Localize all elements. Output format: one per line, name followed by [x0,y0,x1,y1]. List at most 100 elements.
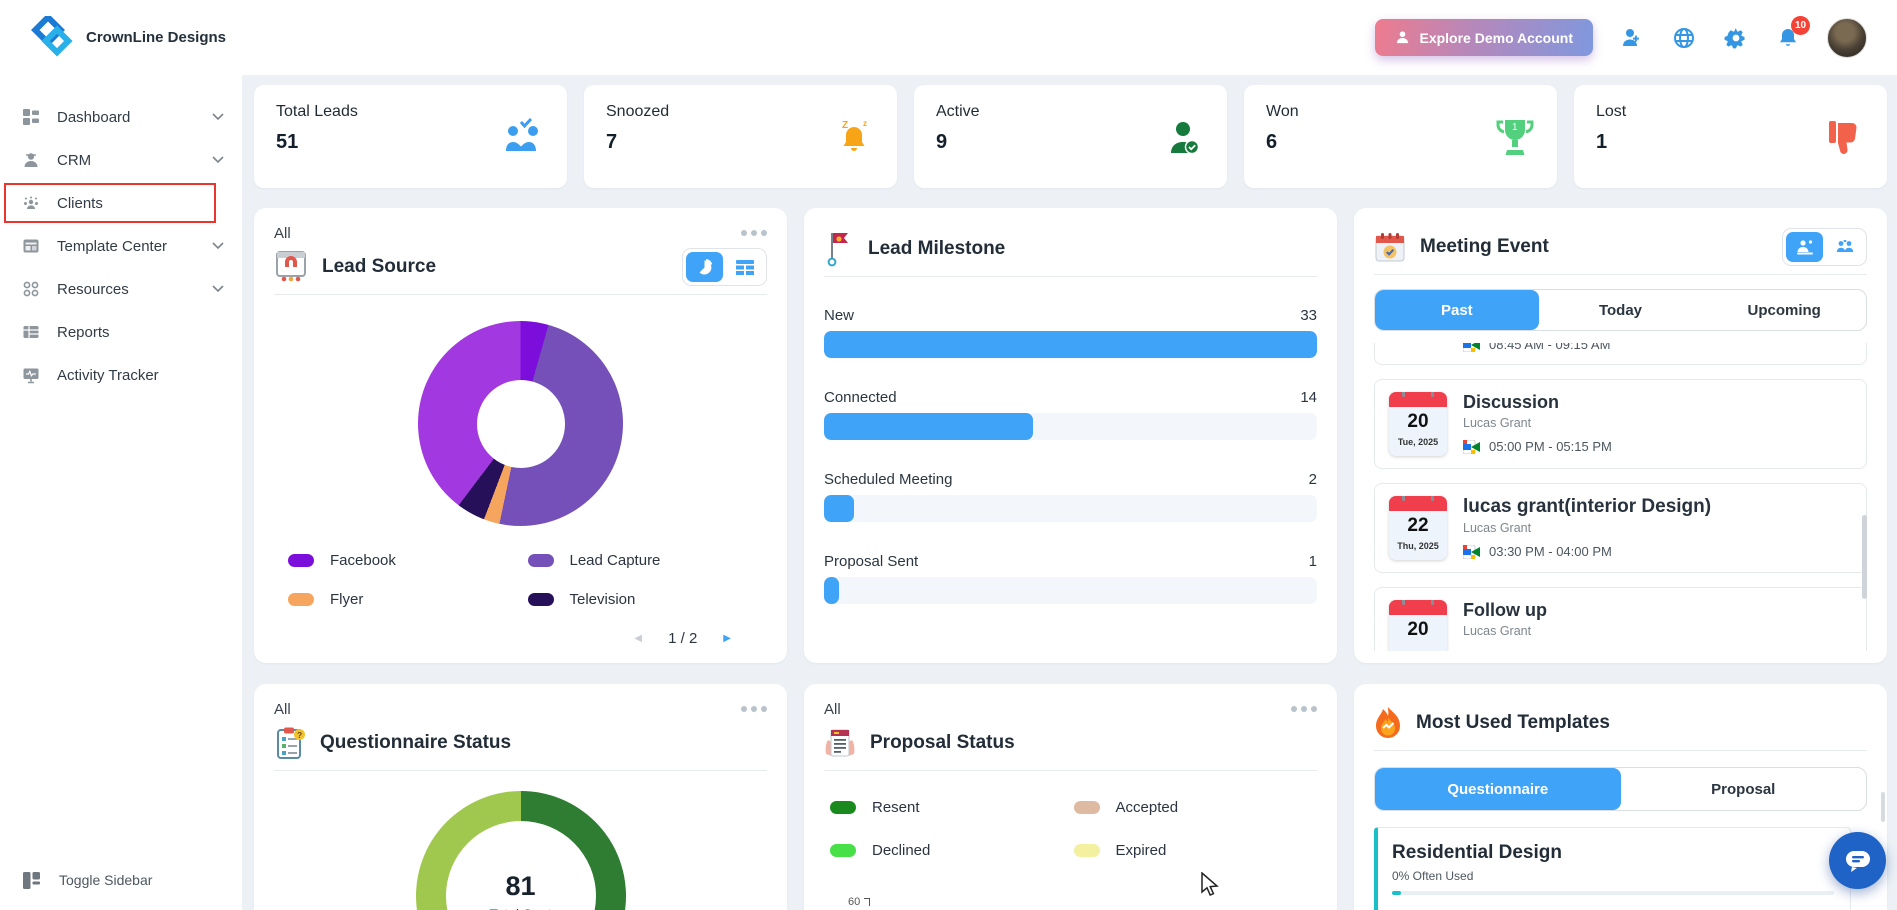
sidebar-item-activity-tracker[interactable]: Activity Tracker [0,355,242,395]
sidebar: Dashboard CRM Clients Template Center Re… [0,75,242,910]
sidebar-item-crm[interactable]: CRM [0,140,242,180]
sidebar-item-dashboard[interactable]: Dashboard [0,97,242,137]
proposal-chart-axis: 60 [848,896,871,908]
google-meet-icon [1463,439,1480,454]
chevron-down-icon [212,285,224,293]
crm-icon [22,151,40,169]
svg-text:1: 1 [1512,122,1518,133]
sidebar-item-resources[interactable]: Resources [0,269,242,309]
stat-card-total-leads: Total Leads 51 [254,85,567,188]
table-view-button[interactable] [726,252,763,282]
sidebar-item-template-center[interactable]: Template Center [0,226,242,266]
legend-item[interactable]: Accepted [1073,799,1318,816]
legend-item[interactable]: Declined [830,842,1074,859]
dashboard-icon [22,108,40,126]
meeting-list-scrollbar[interactable] [1862,515,1867,599]
lost-thumbs-down-icon [1825,117,1865,157]
legend-item[interactable]: Television [527,591,768,608]
explore-demo-account-button[interactable]: Explore Demo Account [1375,19,1593,56]
sidebar-item-reports[interactable]: Reports [0,312,242,352]
meeting-people-view-button[interactable] [1826,232,1863,262]
milestone-bar[interactable] [824,331,1317,358]
questionnaire-menu-icon[interactable] [741,706,767,712]
questionnaire-filter[interactable]: All [274,700,291,718]
settings-gear-icon[interactable] [1723,25,1749,51]
sidebar-item-clients[interactable]: Clients [4,183,216,223]
tab-today[interactable]: Today [1598,301,1643,319]
milestone-value: 1 [1308,553,1317,570]
meeting-list-view-button[interactable] [1786,232,1823,262]
brand[interactable]: CrownLine Designs [0,15,227,60]
meeting-card[interactable]: 08:45 AM - 09:15 AM [1374,343,1867,365]
milestone-label: Proposal Sent [824,553,919,570]
milestone-value: 2 [1308,471,1317,488]
svg-text:Z: Z [842,120,848,131]
profile-avatar[interactable] [1827,17,1867,58]
proposal-status-icon [824,726,856,760]
middle-panels: All Lead Source [254,208,1887,663]
legend-swatch [527,593,554,606]
lead-source-filter[interactable]: All [274,224,291,242]
milestone-label: New [824,307,855,324]
tab-questionnaire[interactable]: Questionnaire [1375,768,1621,810]
chevron-down-icon [212,113,224,121]
proposal-menu-icon[interactable] [1291,706,1317,712]
tab-past[interactable]: Past [1375,290,1539,330]
pie-view-button[interactable] [686,252,723,282]
notification-count-badge: 10 [1791,15,1810,35]
template-usage-bar [1392,891,1834,895]
legend-item[interactable]: Lead Capture [527,552,768,569]
legend-swatch [288,593,314,606]
total-leads-icon [501,117,545,157]
meeting-tabs: Past Today Upcoming [1374,289,1867,331]
notifications-bell-icon[interactable]: 10 [1775,15,1810,51]
milestone-bar[interactable] [824,495,1317,522]
pager-next-icon[interactable]: ▶ [723,632,731,644]
template-tabs: Questionnaire Proposal [1374,767,1867,811]
meeting-list[interactable]: 08:45 AM - 09:15 AM 20 Tue, 2025 Discuss… [1374,343,1867,651]
stat-card-won: Won 6 1 [1244,85,1557,188]
meeting-card[interactable]: 20 Follow up Lucas Grant [1374,587,1867,651]
legend-item[interactable]: Facebook [288,552,528,569]
svg-text:?: ? [297,730,302,740]
proposal-status-legend: Resent Accepted Declined Expired [830,799,1317,859]
globe-icon[interactable] [1671,25,1697,51]
milestone-bar[interactable] [824,413,1317,440]
meeting-time: 05:00 PM - 05:15 PM [1489,439,1612,454]
legend-item[interactable]: Expired [1073,842,1318,859]
google-meet-icon [1463,343,1480,352]
milestone-value: 14 [1300,389,1317,406]
tab-upcoming[interactable]: Upcoming [1747,301,1821,319]
legend-item[interactable]: Flyer [288,591,528,608]
proposal-filter[interactable]: All [824,700,841,718]
reports-icon [22,323,40,341]
legend-item[interactable]: Resent [830,799,1074,816]
lead-source-legend: Facebook Lead Capture Flyer Television [288,552,767,608]
meeting-time: 08:45 AM - 09:15 AM [1489,343,1611,352]
legend-swatch [527,554,554,567]
pager-label: 1 / 2 [668,630,698,647]
meeting-card[interactable]: 20 Tue, 2025 Discussion Lucas Grant 05:0… [1374,379,1867,469]
tab-proposal[interactable]: Proposal [1711,780,1776,798]
activity-tracker-icon [22,366,40,384]
toggle-sidebar-button[interactable]: Toggle Sidebar [0,862,174,898]
add-user-icon[interactable] [1619,25,1645,51]
questionnaire-donut-chart[interactable]: 81 Total Sent [415,791,626,910]
templates-scrollbar[interactable] [1881,792,1885,822]
date-badge: 20 Tue, 2025 [1389,392,1447,456]
milestone-label: Connected [824,389,897,406]
chat-launcher-button[interactable] [1829,832,1886,889]
template-card[interactable]: Residential Design 0% Often Used 0 1 0 [1374,827,1851,910]
brand-name: CrownLine Designs [86,29,227,46]
won-trophy-icon: 1 [1495,116,1535,158]
pager-prev-icon[interactable]: ◀ [634,632,643,644]
meeting-card[interactable]: 22 Thu, 2025 lucas grant(interior Design… [1374,483,1867,573]
lead-source-menu-icon[interactable] [741,230,767,236]
bottom-panels: All ? Questionnaire Status 81 Total Sent [254,684,1887,910]
lead-source-donut-chart[interactable] [418,321,623,526]
milestone-bar[interactable] [824,577,1317,604]
meeting-time: 03:30 PM - 04:00 PM [1489,544,1612,559]
lead-source-icon [274,250,308,284]
demo-user-icon [1395,30,1410,45]
